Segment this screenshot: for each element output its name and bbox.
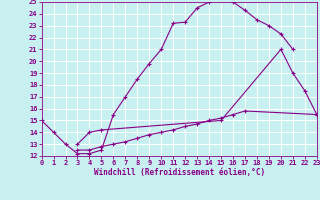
X-axis label: Windchill (Refroidissement éolien,°C): Windchill (Refroidissement éolien,°C): [94, 168, 265, 177]
